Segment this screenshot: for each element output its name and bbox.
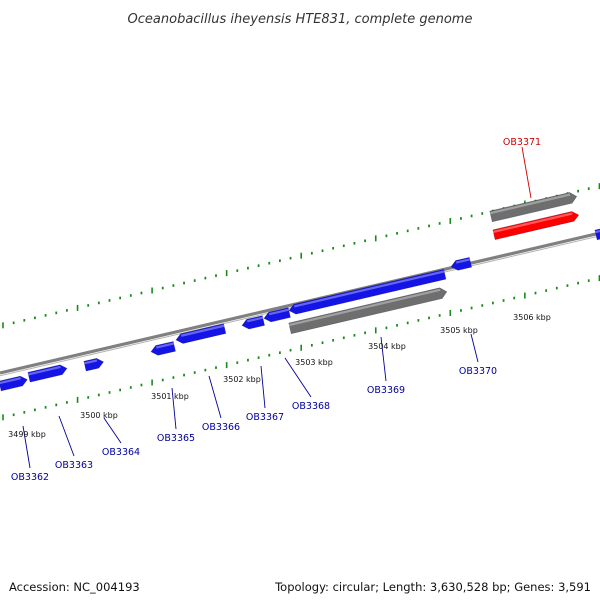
leader-line: [470, 333, 479, 363]
gene-ob3371[interactable]: [492, 210, 580, 240]
rna-track: [288, 191, 578, 335]
leader-line: [260, 365, 266, 409]
gene-track: [0, 210, 600, 392]
kbp-label: 3500 kbp: [80, 411, 118, 420]
gene-ob3366[interactable]: [175, 323, 227, 345]
leader-line: [521, 146, 532, 199]
scale-labels: 3499 kbp 3500 kbp 3501 kbp 3502 kbp 3503 kbp…: [8, 313, 551, 439]
gene-label-ob3366[interactable]: OB3366: [202, 422, 240, 433]
gene-ob3367[interactable]: [241, 315, 265, 331]
leader-line: [284, 357, 312, 398]
leader-line: [58, 415, 75, 457]
genome-summary: Topology: circular; Length: 3,630,528 bp…: [275, 580, 591, 594]
kbp-label: 3503 kbp: [295, 358, 333, 367]
kbp-label: 3499 kbp: [8, 430, 46, 439]
gene-label-ob3368[interactable]: OB3368: [292, 401, 330, 412]
gene-label-ob3370[interactable]: OB3370: [459, 366, 497, 377]
gene-label-ob3363[interactable]: OB3363: [55, 460, 93, 471]
gene-label-ob3367[interactable]: OB3367: [246, 412, 284, 423]
tick-track-lower: [2, 275, 600, 421]
gene-label-ob3364[interactable]: OB3364: [102, 447, 140, 458]
map-title: Oceanobacillus iheyensis HTE831, complet…: [128, 12, 473, 27]
gene-label-ob3365[interactable]: OB3365: [157, 433, 195, 444]
leader-line: [208, 375, 222, 419]
leader-line: [380, 336, 387, 382]
gene-ob3368[interactable]: [263, 307, 291, 324]
gene-partial-edge[interactable]: [594, 226, 600, 241]
kbp-label: 3501 kbp: [151, 392, 189, 401]
gene-labels: OB3362 OB3363 OB3364 OB3365 OB3366 OB3367 OB33…: [11, 137, 541, 483]
gene-label-ob3371[interactable]: OB3371: [503, 137, 541, 148]
accession-label: Accession: NC_004193: [9, 580, 140, 594]
kbp-label: 3506 kbp: [513, 313, 551, 322]
gene-ob3365[interactable]: [150, 341, 176, 356]
leader-line: [103, 417, 122, 444]
gene-ob3364[interactable]: [83, 357, 105, 372]
rna-feature-upper[interactable]: [489, 191, 578, 223]
rna-feature-lower[interactable]: [288, 286, 448, 335]
leader-line: [171, 387, 177, 430]
gene-ob3370[interactable]: [450, 257, 472, 271]
gene-ob3369[interactable]: [288, 268, 447, 315]
kbp-label: 3505 kbp: [440, 326, 478, 335]
gene-ob3362[interactable]: [0, 375, 28, 392]
label-leader-lines: [22, 146, 532, 469]
kbp-label: 3502 kbp: [223, 375, 261, 384]
leader-line: [22, 425, 31, 469]
kbp-label: 3504 kbp: [368, 342, 406, 351]
gene-label-ob3362[interactable]: OB3362: [11, 472, 49, 483]
gene-label-ob3369[interactable]: OB3369: [367, 385, 405, 396]
gene-ob3363[interactable]: [27, 364, 68, 383]
